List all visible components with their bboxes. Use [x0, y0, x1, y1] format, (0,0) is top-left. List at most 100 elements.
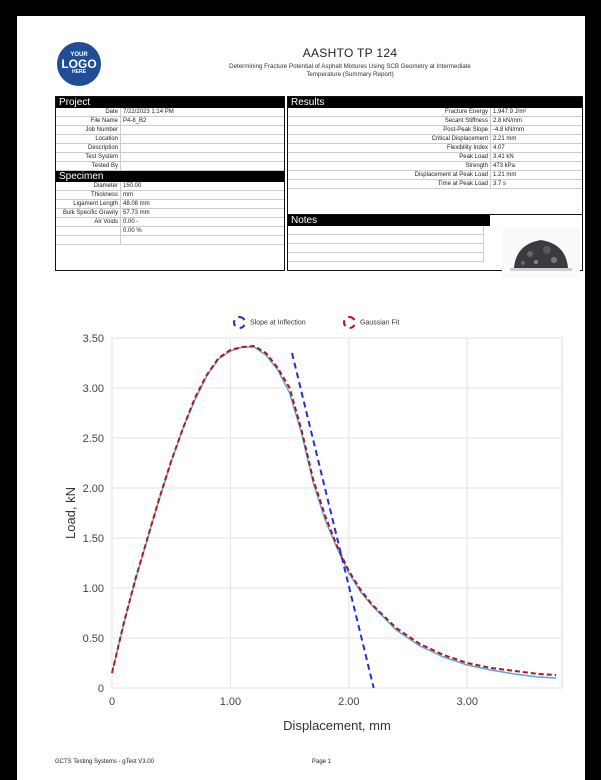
project-row: Date 7/22/2023 1:14 PM — [56, 108, 284, 117]
y-tick-label: 0 — [98, 683, 104, 695]
specimen-label: Thickness — [56, 191, 121, 200]
results-value: -4.8 kN/mm — [491, 126, 583, 135]
results-row: Post-Peak Slope -4.8 kN/mm — [288, 126, 582, 135]
project-value — [121, 135, 285, 144]
project-row: File Name P4-8_B2 — [56, 117, 284, 126]
specimen-value: 0.00 - — [121, 218, 285, 227]
report-page: YOUR LOGO HERE AASHTO TP 124 Determining… — [17, 16, 585, 780]
results-value: 3.7 s — [491, 180, 583, 189]
report-header: AASHTO TP 124 Determining Fracture Poten… — [167, 46, 533, 80]
results-row: Displacement at Peak Load 1.21 mm — [288, 171, 582, 180]
specimen-row — [56, 236, 284, 245]
specimen-row: Thickness mm — [56, 191, 284, 200]
x-tick-label: 1.00 — [220, 696, 241, 708]
project-row: Tested By — [56, 162, 284, 171]
results-value: 2.21 mm — [491, 135, 583, 144]
project-row: Description — [56, 144, 284, 153]
project-label: Tested By — [56, 162, 121, 171]
project-value — [121, 126, 285, 135]
results-value: 1.21 mm — [491, 171, 583, 180]
project-row: Test System — [56, 153, 284, 162]
y-tick-label: 2.50 — [83, 433, 104, 445]
results-row: Flexibility Index 4.07 — [288, 144, 582, 153]
results-row: Strength 473 kPa — [288, 162, 582, 171]
y-tick-label: 1.50 — [83, 533, 104, 545]
specimen-label: Diameter — [56, 182, 121, 191]
project-value: P4-8_B2 — [121, 117, 285, 126]
project-label: Date — [56, 108, 121, 117]
notes-panel: Notes — [287, 214, 583, 271]
notes-heading: Notes — [288, 215, 490, 226]
x-axis-label: Displacement, mm — [283, 718, 391, 733]
results-value: 4.07 — [491, 144, 583, 153]
results-panel: Results Fracture Energy 1,947.9 J/m² Secan… — [287, 96, 583, 218]
results-row: Secant Stiffness 2.8 kN/mm — [288, 117, 582, 126]
project-label: File Name — [56, 117, 121, 126]
project-heading: Project — [56, 97, 284, 108]
x-tick-label: 2.00 — [338, 696, 359, 708]
results-label: Fracture Energy — [288, 108, 491, 117]
results-label: Strength — [288, 162, 491, 171]
results-label: Flexibility Index — [288, 144, 491, 153]
results-label: Critical Displacement — [288, 135, 491, 144]
results-value: 1,947.9 J/m² — [491, 108, 583, 117]
project-label: Description — [56, 144, 121, 153]
results-row: Critical Displacement 2.21 mm — [288, 135, 582, 144]
company-logo: YOUR LOGO HERE — [57, 42, 101, 86]
specimen-row: 0.00 % — [56, 227, 284, 236]
project-label: Test System — [56, 153, 121, 162]
specimen-heading: Specimen — [56, 171, 284, 182]
results-row: Time at Peak Load 3.7 s — [288, 180, 582, 189]
specimen-label: Bulk Specific Gravity — [56, 209, 121, 218]
footer-page-number: Page 1 — [312, 759, 331, 765]
load-displacement-chart: 0 0.50 1.00 1.50 2.00 2.50 3.00 3.50 0 1.00 2.00 3.… — [17, 316, 585, 736]
y-tick-label: 0.50 — [83, 633, 104, 645]
specimen-value: mm — [121, 191, 285, 200]
y-tick-label: 1.00 — [83, 583, 104, 595]
results-label: Post-Peak Slope — [288, 126, 491, 135]
x-tick-label: 3.00 — [457, 696, 478, 708]
y-tick-label: 2.00 — [83, 483, 104, 495]
specimen-label: Air Voids — [56, 218, 121, 227]
notes-table — [288, 226, 484, 262]
project-value: 7/22/2023 1:14 PM — [121, 108, 285, 117]
specimen-label — [56, 236, 121, 245]
specimen-row: Bulk Specific Gravity 57.73 mm — [56, 209, 284, 218]
results-row: Fracture Energy 1,947.9 J/m² — [288, 108, 582, 117]
project-panel: Project Date 7/22/2023 1:14 PM File Name P4… — [55, 96, 285, 271]
project-label: Job Number — [56, 126, 121, 135]
y-tick-label: 3.50 — [83, 333, 104, 345]
specimen-row: Ligament Length 48.08 mm — [56, 200, 284, 209]
results-value: 473 kPa — [491, 162, 583, 171]
project-value — [121, 162, 285, 171]
x-tick-label: 0 — [109, 696, 115, 708]
specimen-value: 0.00 % — [121, 227, 285, 236]
results-value: 3.41 kN — [491, 153, 583, 162]
results-value: 2.8 kN/mm — [491, 117, 583, 126]
specimen-label — [56, 227, 121, 236]
project-value — [121, 144, 285, 153]
results-label: Secant Stiffness — [288, 117, 491, 126]
results-table: Fracture Energy 1,947.9 J/m² Secant Stiffn… — [288, 108, 582, 189]
specimen-value — [121, 236, 285, 245]
specimen-value: 150.00 — [121, 182, 285, 191]
results-label: Displacement at Peak Load — [288, 171, 491, 180]
results-label: Peak Load — [288, 153, 491, 162]
specimen-value: 48.08 mm — [121, 200, 285, 209]
results-heading: Results — [288, 97, 582, 108]
project-table: Date 7/22/2023 1:14 PM File Name P4-8_B2 Job… — [56, 108, 284, 171]
specimen-label: Ligament Length — [56, 200, 121, 209]
specimen-value: 57.73 mm — [121, 209, 285, 218]
specimen-table: Diameter 150.00 Thickness mm Ligament Length… — [56, 182, 284, 245]
results-label: Time at Peak Load — [288, 180, 491, 189]
footer-software: GCTS Testing Systems - gTest V3.00 — [55, 759, 154, 765]
specimen-photo — [502, 228, 580, 278]
project-row: Location — [56, 135, 284, 144]
project-label: Location — [56, 135, 121, 144]
y-tick-label: 3.00 — [83, 383, 104, 395]
results-row: Peak Load 3.41 kN — [288, 153, 582, 162]
report-subtitle: Determining Fracture Potential of Asphal… — [167, 63, 533, 80]
y-axis-label: Load, kN — [63, 487, 78, 539]
project-row: Job Number — [56, 126, 284, 135]
report-title: AASHTO TP 124 — [167, 46, 533, 60]
